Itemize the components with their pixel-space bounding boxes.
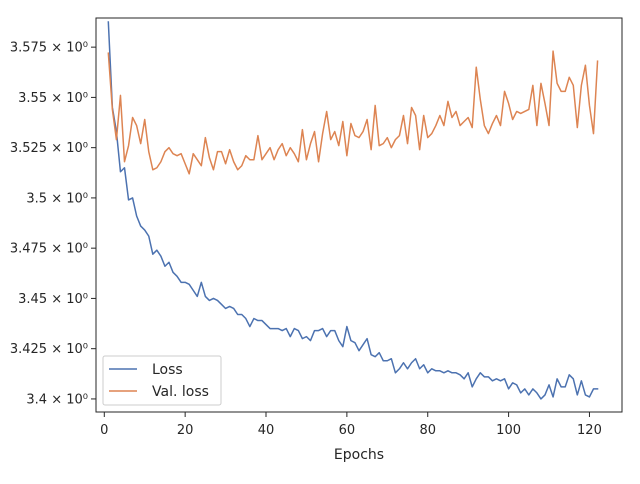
y-tick-label: 3.5 × 10⁰ — [26, 191, 88, 206]
y-axis: 3.4 × 10⁰ 3.425 × 10⁰ 3.45 × 10⁰ 3.475 × 10… — [10, 41, 96, 407]
x-tick-label: 120 — [577, 423, 602, 438]
y-tick-label: 3.575 × 10⁰ — [10, 41, 88, 56]
plot-background — [96, 18, 622, 412]
x-tick-label: 40 — [258, 423, 275, 438]
y-tick-label: 3.525 × 10⁰ — [10, 141, 88, 156]
series-line-loss — [107, 21, 599, 400]
plot-frame — [95, 17, 623, 413]
y-tick-label: 3.55 × 10⁰ — [18, 91, 88, 106]
y-tick-label: 3.475 × 10⁰ — [10, 242, 88, 257]
x-tick-label: 80 — [419, 423, 436, 438]
legend-label-val-loss: Val. loss — [152, 384, 209, 400]
legend-label-loss: Loss — [152, 362, 183, 378]
series-layer — [107, 21, 599, 400]
y-tick-label: 3.45 × 10⁰ — [18, 292, 88, 307]
y-tick-label: 3.4 × 10⁰ — [26, 392, 88, 407]
legend: Loss Val. loss — [102, 355, 222, 406]
x-tick-label: 60 — [339, 423, 356, 438]
x-axis-label: Epochs — [334, 447, 384, 463]
x-tick-label: 20 — [177, 423, 194, 438]
x-tick-label: 100 — [496, 423, 521, 438]
x-tick-label: 0 — [100, 423, 108, 438]
y-tick-label: 3.425 × 10⁰ — [10, 342, 88, 357]
series-line-val-loss — [107, 50, 599, 175]
x-axis: 0 20 40 60 80 100 120 — [100, 412, 602, 438]
